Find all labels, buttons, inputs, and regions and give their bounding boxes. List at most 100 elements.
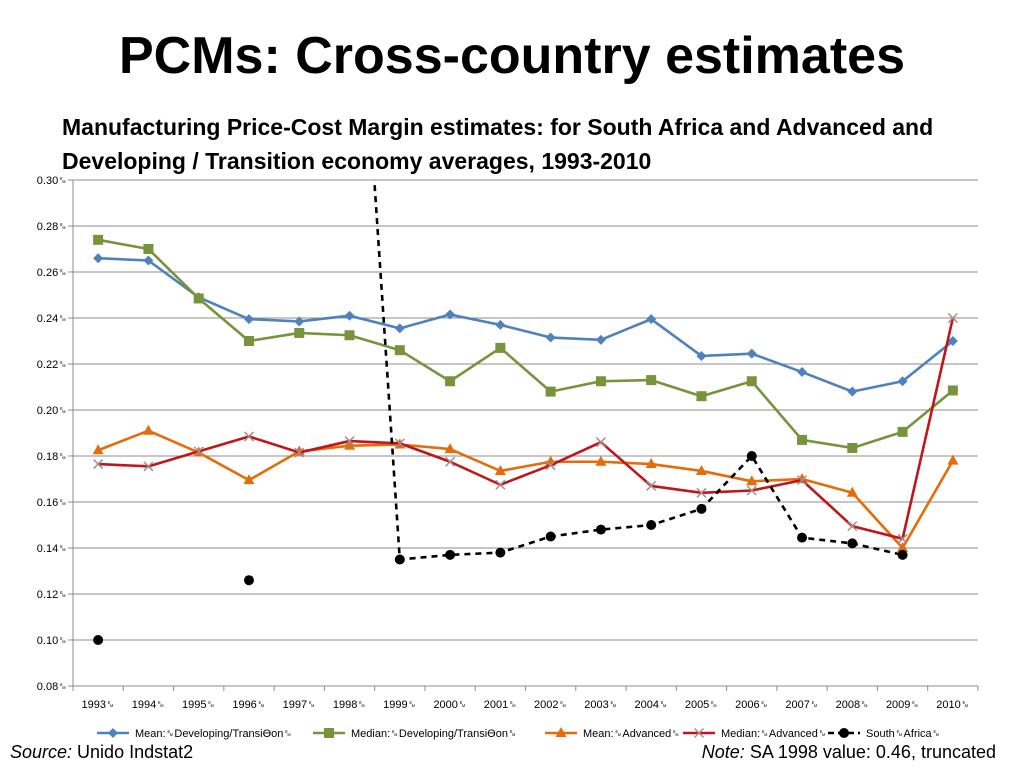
y-tick-label: 0.22␙ xyxy=(37,359,67,371)
data-point xyxy=(796,475,808,486)
data-point xyxy=(445,549,456,560)
x-tick-label: 2009␙ xyxy=(886,699,919,711)
data-point xyxy=(344,436,355,447)
data-point xyxy=(445,376,456,387)
data-point xyxy=(93,234,104,245)
data-point xyxy=(646,375,657,386)
data-point xyxy=(545,531,556,542)
x-tick-label: 2001␙ xyxy=(484,699,517,711)
data-point xyxy=(294,327,305,338)
data-point xyxy=(595,524,606,535)
data-point xyxy=(797,367,808,378)
data-point xyxy=(545,386,556,397)
data-point xyxy=(193,446,204,457)
x-tick-label: 1996␙ xyxy=(232,699,265,711)
data-point xyxy=(897,549,908,560)
series-4 xyxy=(93,312,958,544)
data-point xyxy=(947,312,958,324)
legend-marker xyxy=(839,728,849,738)
data-point xyxy=(696,487,707,498)
y-tick-label: 0.20␙ xyxy=(37,405,67,417)
x-tick-label: 2008␙ xyxy=(836,699,869,711)
data-point xyxy=(746,348,757,359)
data-point xyxy=(344,310,355,321)
data-point xyxy=(243,336,254,346)
y-tick-label: 0.24␙ xyxy=(37,313,67,325)
data-point xyxy=(495,479,506,490)
data-point xyxy=(93,635,104,645)
x-tick-label: 2000␙ xyxy=(433,699,466,711)
series-line xyxy=(372,180,903,561)
y-tick-label: 0.28␙ xyxy=(37,221,67,233)
data-point xyxy=(696,391,707,402)
y-tick-label: 0.26␙ xyxy=(37,267,67,279)
data-point xyxy=(847,442,858,453)
legend-item: Mean:␙Developing/TransiƟon␙ xyxy=(97,728,292,740)
data-point xyxy=(646,314,657,325)
data-point xyxy=(746,475,758,486)
legend-label: Mean:␙Advanced␙ xyxy=(583,728,680,740)
note-text: SA 1998 value: 0.46, truncated xyxy=(744,742,996,762)
data-point xyxy=(797,532,808,543)
data-point xyxy=(897,376,908,387)
data-point xyxy=(846,486,858,497)
x-tick-label: 2004␙ xyxy=(635,699,668,711)
data-point xyxy=(645,458,657,469)
legend-item: Mean:␙Advanced␙ xyxy=(545,727,680,740)
data-point xyxy=(444,443,456,454)
legend-marker xyxy=(693,727,705,739)
data-point xyxy=(394,345,405,356)
data-point xyxy=(445,309,456,320)
series-line xyxy=(98,256,954,393)
x-tick-label: 1994␙ xyxy=(132,699,165,711)
axes: 0.08␙ 0.10␙ 0.12␙ 0.14␙ 0.16␙ 0.18␙ 0.20␙ 0.22␙… xyxy=(37,175,979,711)
data-point xyxy=(545,460,556,471)
note-caption: Note: SA 1998 value: 0.46, truncated xyxy=(702,742,996,763)
data-point xyxy=(243,431,255,442)
legend-item: South␙Africa␙ xyxy=(828,728,940,740)
legend-marker xyxy=(555,727,567,737)
data-point xyxy=(93,459,104,470)
data-point xyxy=(695,464,707,475)
x-tick-label: 2010␙ xyxy=(936,699,969,711)
data-point xyxy=(143,244,154,254)
x-tick-label: 2002␙ xyxy=(534,699,567,711)
data-point xyxy=(696,350,707,361)
chart-title: Manufacturing Price-Cost Margin estimate… xyxy=(62,114,934,174)
data-point xyxy=(294,316,305,327)
data-point xyxy=(193,293,204,304)
data-point xyxy=(394,554,405,565)
data-point xyxy=(947,454,959,465)
data-point xyxy=(696,503,707,514)
data-point xyxy=(897,542,909,552)
legend-item: Median:␙Advanced␙ xyxy=(683,727,827,740)
x-tick-label: 2007␙ xyxy=(785,699,818,711)
y-tick-label: 0.12␙ xyxy=(37,589,67,601)
data-point xyxy=(394,438,405,449)
data-point xyxy=(646,480,657,491)
data-point xyxy=(746,451,757,461)
data-point xyxy=(746,376,757,387)
data-point xyxy=(243,314,254,325)
data-point xyxy=(143,461,154,472)
data-point xyxy=(947,336,958,346)
legend-label: South␙Africa␙ xyxy=(866,728,940,740)
series-line xyxy=(97,238,954,450)
series-5 xyxy=(93,180,908,645)
data-point xyxy=(746,485,757,496)
data-point xyxy=(394,323,405,334)
x-tick-label: 2003␙ xyxy=(584,699,617,711)
legend-item: Median:␙Developing/TransiƟon␙ xyxy=(313,728,517,740)
data-point xyxy=(142,424,154,435)
source-caption: Source: Unido Indstat2 xyxy=(10,742,193,763)
data-point xyxy=(243,474,255,485)
data-point xyxy=(495,319,506,330)
data-point xyxy=(92,444,104,455)
series-1 xyxy=(93,253,958,397)
y-tick-label: 0.10␙ xyxy=(37,635,67,647)
x-tick-label: 1993␙ xyxy=(81,699,114,711)
x-tick-label: 1995␙ xyxy=(182,699,215,711)
data-point xyxy=(495,342,506,353)
data-point xyxy=(344,330,355,341)
x-tick-label: 1999␙ xyxy=(383,699,416,711)
